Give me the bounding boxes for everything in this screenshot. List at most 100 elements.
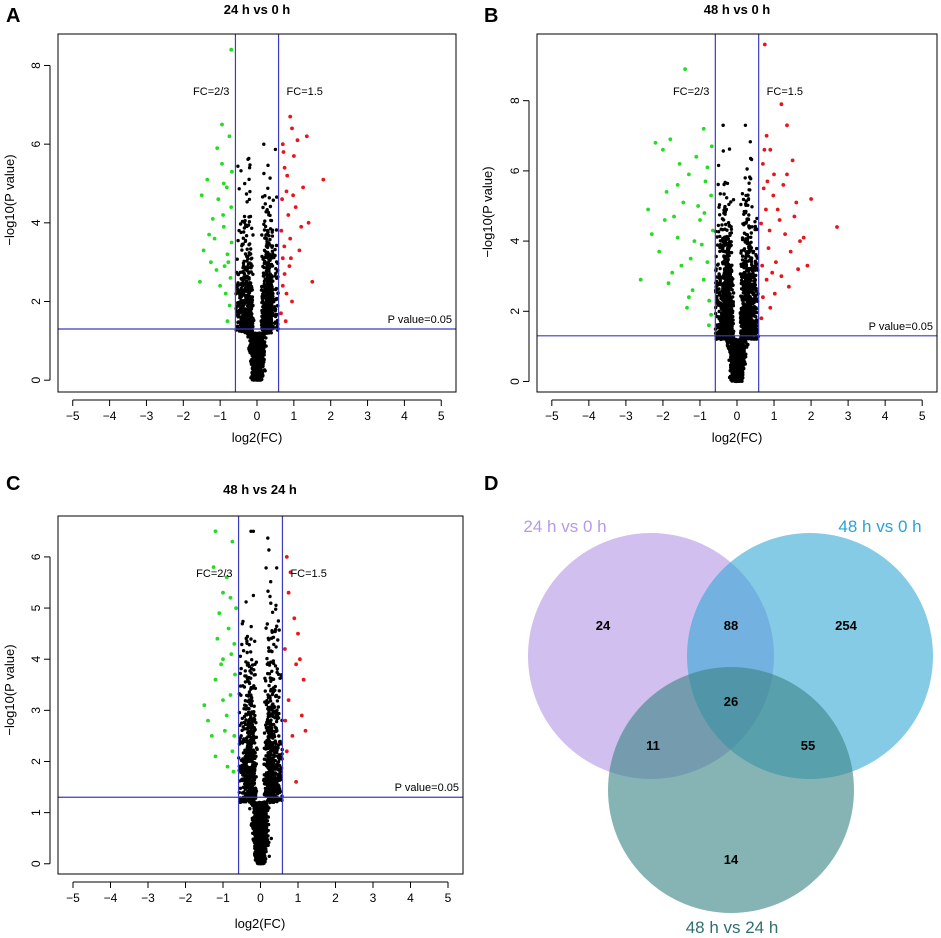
upregulated-point <box>762 147 767 152</box>
upregulated-point <box>293 205 298 210</box>
downregulated-point <box>685 305 689 310</box>
downregulated-point <box>228 276 233 280</box>
y-axis-label: −log10(P value) <box>480 166 495 257</box>
venn-set-label-24h-vs-0h: 24 h vs 0 h <box>523 517 606 536</box>
upregulated-point <box>286 590 291 595</box>
downregulated-point <box>692 239 697 244</box>
venn-circle-48h-vs-24h <box>608 667 854 913</box>
upregulated-point <box>290 299 294 304</box>
x-tick-label: 4 <box>401 409 408 423</box>
upregulated-point <box>296 631 300 636</box>
downregulated-point <box>214 268 219 272</box>
upregulated-point <box>310 279 315 284</box>
upregulated-point <box>283 647 287 651</box>
upregulated-point <box>759 316 764 321</box>
upregulated-point <box>280 197 284 202</box>
upregulated-point <box>292 154 296 158</box>
data-points <box>198 47 326 382</box>
downregulated-point <box>679 263 684 268</box>
downregulated-point <box>232 642 237 646</box>
upregulated-point <box>288 114 293 119</box>
downregulated-point <box>219 662 224 667</box>
fc-down-label: FC=2/3 <box>196 568 232 580</box>
downregulated-point <box>215 636 220 641</box>
p-value-label: P value=0.05 <box>869 321 933 333</box>
axes: −5 −4 −3 −2 −1 0 1 2 3 4 5 0 2 4 6 8 <box>29 62 445 423</box>
x-tick-label: 0 <box>254 409 261 423</box>
downregulated-point <box>213 677 218 682</box>
panel-letter-b: B <box>484 5 498 27</box>
upregulated-point <box>771 193 776 198</box>
downregulated-point <box>229 205 234 210</box>
upregulated-point <box>287 264 292 268</box>
upregulated-point <box>764 133 769 138</box>
venn-set-label-48h-vs-0h: 48 h vs 0 h <box>838 517 921 536</box>
downregulated-point <box>227 134 232 139</box>
downregulated-point <box>701 277 706 282</box>
downregulated-point <box>690 288 695 293</box>
upregulated-point <box>787 284 791 289</box>
x-tick-label: −5 <box>66 409 80 423</box>
downregulated-point <box>224 575 229 580</box>
upregulated-point <box>761 186 766 191</box>
downregulated-point <box>687 172 691 177</box>
x-tick-label: −1 <box>213 409 227 423</box>
downregulated-point <box>662 218 667 222</box>
y-tick-label: 6 <box>508 167 522 174</box>
x-tick-label: −4 <box>104 891 118 905</box>
downregulated-point <box>675 235 680 240</box>
x-tick-label: 5 <box>445 891 452 905</box>
upregulated-point <box>279 311 283 316</box>
downregulated-point <box>661 147 665 152</box>
downregulated-point <box>221 590 225 595</box>
downregulated-point <box>699 242 704 247</box>
upregulated-point <box>768 147 773 152</box>
x-axis-label: log2(FC) <box>712 430 763 445</box>
x-axis-label: log2(FC) <box>232 430 283 445</box>
plot-frame: FC=2/3 FC=1.5 P value=0.05 <box>536 33 938 393</box>
fc-down-label: FC=2/3 <box>673 86 709 98</box>
downregulated-point <box>230 749 235 754</box>
upregulated-point <box>764 207 768 212</box>
upregulated-point <box>301 185 305 190</box>
upregulated-point <box>759 221 763 226</box>
upregulated-point <box>779 274 784 279</box>
x-tick-label: 1 <box>771 409 778 423</box>
downregulated-point <box>199 193 204 198</box>
venn-count-48h-48v24: 55 <box>801 738 815 753</box>
upregulated-point <box>761 162 765 166</box>
downregulated-point <box>217 611 222 616</box>
x-tick-label: 3 <box>364 409 371 423</box>
downregulated-point <box>705 165 710 170</box>
downregulated-point <box>653 140 658 145</box>
upregulated-point <box>766 246 771 251</box>
p-value-label: P value=0.05 <box>388 314 452 326</box>
x-tick-label: −5 <box>66 891 80 905</box>
upregulated-point <box>788 249 793 254</box>
fc-up-label: FC=1.5 <box>287 86 323 98</box>
downregulated-point <box>215 146 220 151</box>
downregulated-point <box>220 161 224 166</box>
downregulated-point <box>212 236 217 241</box>
y-tick-label: 0 <box>29 860 43 867</box>
downregulated-point <box>198 279 202 284</box>
downregulated-point <box>709 312 713 317</box>
upregulated-point <box>281 150 286 154</box>
fc-down-label: FC=2/3 <box>193 86 229 98</box>
downregulated-point <box>226 260 231 265</box>
downregulated-point <box>709 144 714 149</box>
y-tick-label: 0 <box>508 378 522 385</box>
upregulated-point <box>792 214 797 219</box>
volcano-plot-48h-vs-0h: 48 h vs 0 h FC=2/3 FC=1.5P value=0.05 −5−… <box>480 2 938 445</box>
non-significant-points <box>237 529 284 866</box>
downregulated-point <box>232 734 237 738</box>
upregulated-point <box>280 256 285 261</box>
plot-box <box>57 33 457 393</box>
x-tick-label: 2 <box>332 891 339 905</box>
x-tick-label: 3 <box>370 891 377 905</box>
x-tick-label: 0 <box>257 891 264 905</box>
panel-letter-d: D <box>484 473 498 495</box>
upregulated-point <box>294 780 298 784</box>
downregulated-point <box>226 626 231 631</box>
